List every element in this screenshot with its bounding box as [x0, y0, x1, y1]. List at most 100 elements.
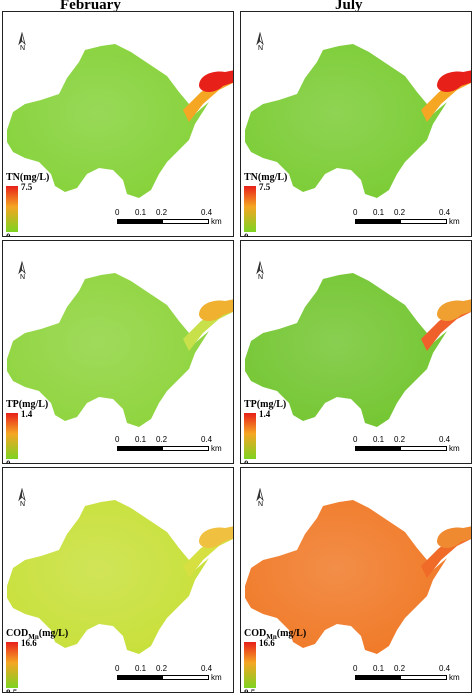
column-title-february: February [60, 0, 121, 13]
scale-tick: 0.2 [394, 208, 406, 217]
scale-bar: 0 0.1 0.2 0.4 km [115, 664, 229, 688]
map-panel-cod-feb: N CODMn(mg/L) 16.6 8.5 0 0.1 0.2 0.4 km [2, 467, 234, 693]
legend-title: TN(mg/L) [244, 172, 288, 183]
legend: CODMn(mg/L) 16.6 8.5 [244, 628, 334, 693]
legend-max-value: 1.4 [21, 409, 33, 419]
scale-unit: km [449, 217, 460, 226]
legend: TN(mg/L) 7.5 0 [6, 172, 96, 237]
north-arrow-icon: N [253, 487, 269, 510]
legend-max-value: 7.5 [21, 182, 33, 192]
scale-tick: 0.2 [156, 435, 168, 444]
legend-min-value: 8.5 [6, 688, 18, 693]
scale-bar: 0 0.1 0.2 0.4 km [353, 664, 467, 688]
lake-surface [7, 273, 209, 427]
scale-tick: 0.2 [156, 664, 168, 673]
inlet-tip [437, 299, 471, 321]
scale-unit: km [211, 673, 222, 682]
lake-map [7, 273, 233, 427]
scale-tick: 0.4 [201, 664, 213, 673]
legend-title: TN(mg/L) [6, 172, 50, 183]
legend-color-ramp [6, 186, 18, 232]
map-panel-tp-feb: N TP(mg/L) 1.4 0 0 0.1 0.2 0.4 km [2, 240, 234, 464]
lake-surface [245, 273, 447, 427]
legend-title: CODMn(mg/L) [6, 628, 69, 641]
legend-min-value: 8.5 [244, 688, 256, 693]
inlet-tip [199, 299, 233, 321]
scale-tick: 0.2 [156, 208, 168, 217]
scale-unit: km [211, 444, 222, 453]
map-panel-tn-jul: N TN(mg/L) 7.5 0 0 0.1 0.2 0.4 km [240, 11, 472, 237]
legend-title: TP(mg/L) [244, 399, 287, 410]
scale-tick: 0 [115, 435, 120, 444]
scale-bar: 0 0.1 0.2 0.4 km [353, 208, 467, 232]
map-panel-tp-jul: N TP(mg/L) 1.4 0 0 0.1 0.2 0.4 km [240, 240, 472, 464]
north-arrow-icon: N [15, 487, 31, 510]
north-arrow-icon: N [253, 31, 269, 54]
scale-tick: 0.4 [439, 208, 451, 217]
legend-max-value: 1.4 [259, 409, 271, 419]
inlet-tip [437, 526, 471, 548]
lake-surface [245, 44, 447, 198]
map-panel-tn-feb: N TN(mg/L) 7.5 0 0 0.1 0.2 0.4 km [2, 11, 234, 237]
north-label: N [20, 274, 26, 281]
lake-map [245, 273, 471, 427]
legend: TP(mg/L) 1.4 0 [244, 399, 334, 464]
scale-unit: km [449, 673, 460, 682]
legend-max-value: 7.5 [259, 182, 271, 192]
scale-tick: 0 [115, 208, 120, 217]
legend-title: CODMn(mg/L) [244, 628, 307, 641]
lake-surface [7, 44, 209, 198]
inlet-tip [199, 70, 233, 92]
scale-bar-graphic [355, 675, 447, 680]
north-label: N [258, 501, 264, 508]
legend: TP(mg/L) 1.4 0 [6, 399, 96, 464]
column-title-july: July [335, 0, 363, 13]
legend: CODMn(mg/L) 16.6 8.5 [6, 628, 96, 693]
scale-tick: 0.1 [373, 664, 385, 673]
legend-min-value: 0 [244, 232, 249, 237]
lake-map [245, 44, 471, 198]
scale-bar-graphic [117, 219, 209, 224]
scale-bar-graphic [355, 446, 447, 451]
scale-unit: km [449, 444, 460, 453]
scale-tick: 0.4 [439, 435, 451, 444]
scale-bar-graphic [355, 219, 447, 224]
scale-bar-graphic [117, 446, 209, 451]
legend-min-value: 0 [6, 459, 11, 464]
legend-color-ramp [244, 642, 256, 688]
north-label: N [20, 501, 26, 508]
north-arrow-icon: N [15, 31, 31, 54]
legend-color-ramp [6, 642, 18, 688]
legend-min-value: 0 [6, 232, 11, 237]
legend-color-ramp [6, 413, 18, 459]
scale-tick: 0.1 [373, 208, 385, 217]
scale-tick: 0.4 [439, 664, 451, 673]
scale-tick: 0.2 [394, 435, 406, 444]
scale-tick: 0.1 [135, 435, 147, 444]
scale-tick: 0 [353, 435, 358, 444]
north-label: N [258, 45, 264, 52]
lake-map [7, 500, 233, 654]
legend-color-ramp [244, 413, 256, 459]
north-label: N [20, 45, 26, 52]
legend-max-value: 16.6 [21, 638, 37, 648]
lake-surface [7, 500, 209, 654]
north-arrow-icon: N [253, 260, 269, 283]
lake-map [245, 500, 471, 654]
legend-title: TP(mg/L) [6, 399, 49, 410]
scale-tick: 0 [115, 664, 120, 673]
scale-bar: 0 0.1 0.2 0.4 km [353, 435, 467, 459]
lake-surface [245, 500, 447, 654]
legend-min-value: 0 [244, 459, 249, 464]
north-label: N [258, 274, 264, 281]
scale-bar: 0 0.1 0.2 0.4 km [115, 208, 229, 232]
scale-bar-graphic [117, 675, 209, 680]
scale-tick: 0.2 [394, 664, 406, 673]
scale-tick: 0.4 [201, 208, 213, 217]
lake-map [7, 44, 233, 198]
scale-unit: km [211, 217, 222, 226]
inlet-tip [199, 526, 233, 548]
legend-color-ramp [244, 186, 256, 232]
legend-max-value: 16.6 [259, 638, 275, 648]
scale-bar: 0 0.1 0.2 0.4 km [115, 435, 229, 459]
